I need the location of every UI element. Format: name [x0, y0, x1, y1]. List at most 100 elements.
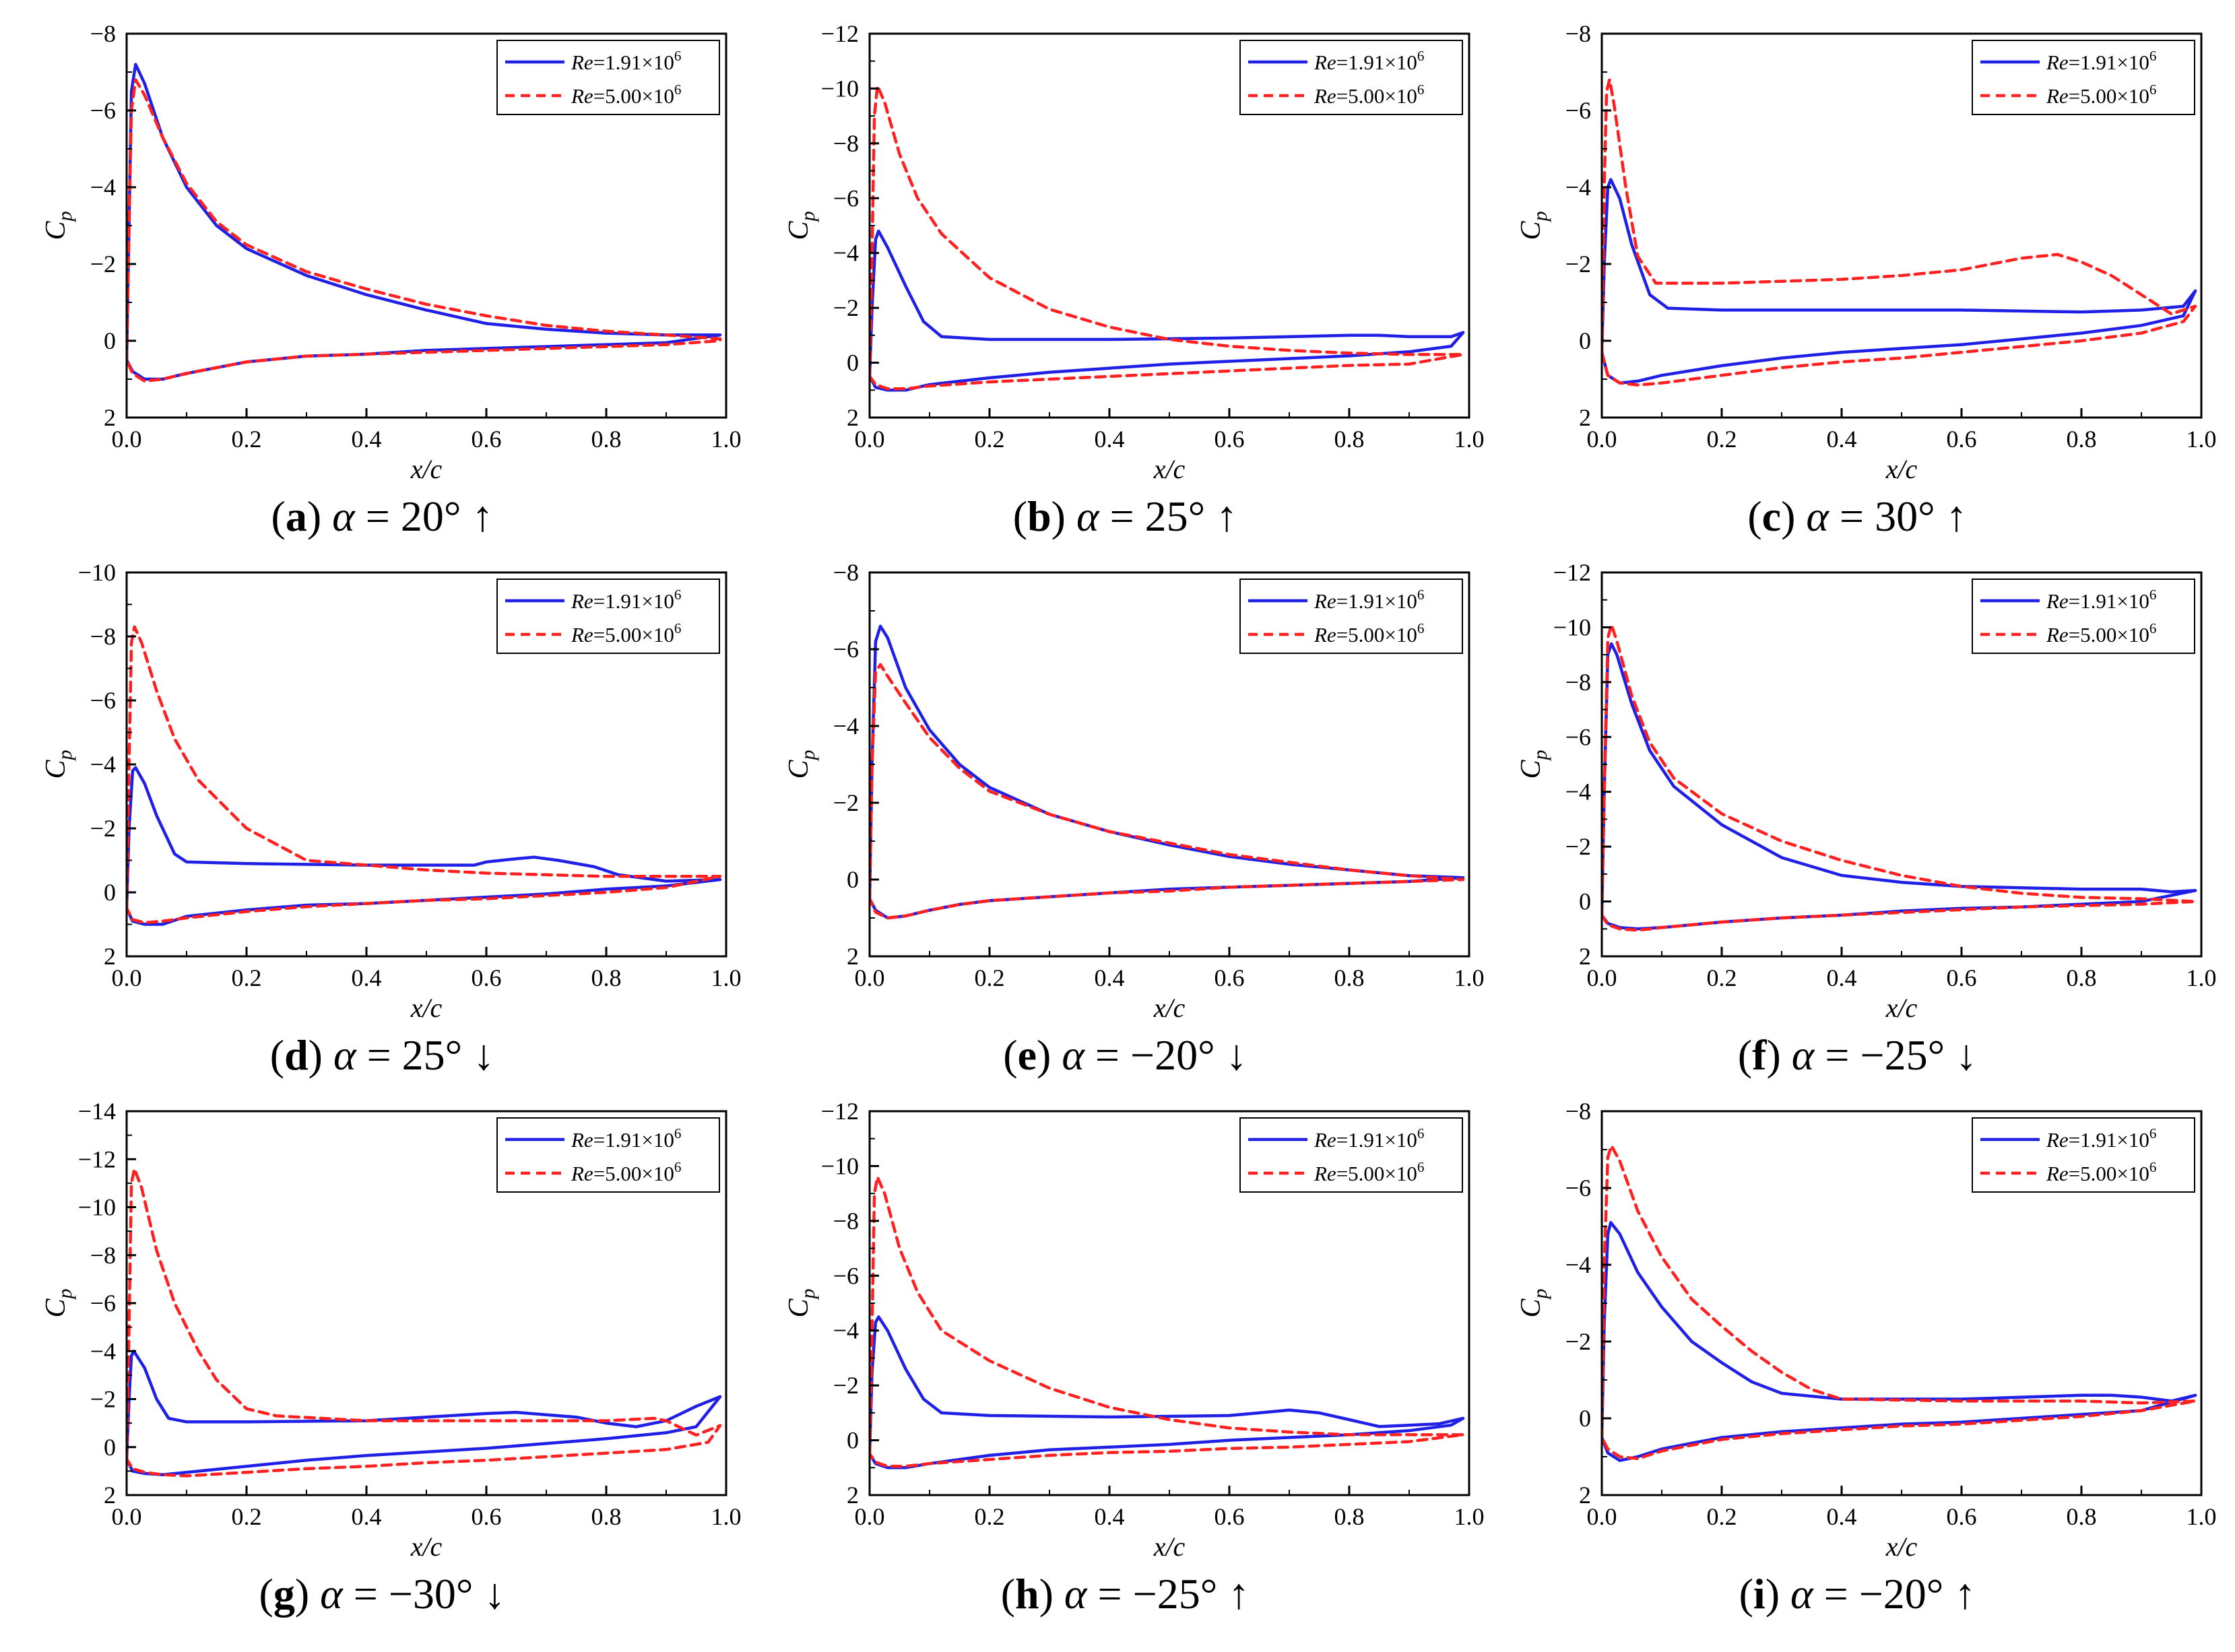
series-line-re191: [1602, 1221, 2197, 1462]
x-tick-label: 0.8: [1334, 426, 1365, 453]
x-tick-label: 1.0: [1454, 1503, 1485, 1530]
y-tick-label: −12: [78, 1146, 116, 1172]
x-tick-label: 0.6: [472, 426, 502, 453]
x-tick-label: 0.0: [855, 964, 885, 991]
y-tick-label: −6: [90, 97, 116, 124]
y-tick-label: −8: [1565, 1098, 1591, 1125]
chart-svg-c: −8 −6 −4 −2 0 20.0 0.2 0.4 0.6 0.8 1.0 x/c Cp Re=1.91…: [1516, 20, 2217, 484]
x-axis-label: x/c: [1153, 993, 1186, 1023]
y-tick-label: −4: [90, 751, 116, 778]
y-tick-label: 2: [1579, 943, 1591, 970]
legend-box: [1972, 40, 2195, 115]
x-tick-label: 1.0: [711, 426, 742, 453]
x-tick-label: 0.4: [352, 426, 382, 453]
y-tick-label: −6: [833, 1262, 859, 1289]
y-tick-label: −4: [833, 1317, 859, 1344]
legend-label: Re=5.00×106: [2046, 620, 2156, 647]
x-tick-label: 0.6: [472, 1503, 502, 1530]
legend-box: [496, 40, 720, 115]
y-tick-label: −4: [90, 1337, 116, 1364]
y-tick-label: −2: [1565, 833, 1591, 860]
legend-label: Re=5.00×106: [2046, 81, 2156, 108]
y-tick-label: −8: [1565, 20, 1591, 47]
caption-angle: = −25° ↑: [1087, 1570, 1250, 1618]
x-tick-label: 0.8: [1334, 964, 1365, 991]
y-tick-label: −4: [1565, 174, 1591, 201]
y-tick-label: −2: [1565, 251, 1591, 277]
y-axis-label: Cp: [40, 750, 76, 779]
legend-label: Re=5.00×106: [571, 81, 681, 108]
y-tick-label: 0: [847, 1427, 859, 1454]
y-tick-label: 2: [104, 943, 116, 970]
x-tick-label: 0.4: [1095, 964, 1125, 991]
x-tick-label: 0.2: [1707, 426, 1737, 453]
x-tick-label: 0.6: [1214, 426, 1245, 453]
y-tick-label: −8: [833, 130, 859, 157]
chart-svg-f: −12 −10 −8 −6 −4 −2 0 20.0 0.2 0.4 0.6 0.8 1.0 x/c Cp R…: [1516, 559, 2217, 1023]
y-tick-label: 2: [104, 404, 116, 431]
x-tick-label: 0.6: [1214, 1503, 1245, 1530]
legend: Re=1.91×106 Re=5.00×106: [1972, 40, 2195, 115]
y-tick-label: −8: [1565, 669, 1591, 696]
x-tick-label: 0.4: [352, 964, 382, 991]
x-tick-label: 0.4: [1827, 964, 1857, 991]
x-tick-label: 0.6: [1947, 964, 1977, 991]
caption-letter: h: [1015, 1570, 1039, 1618]
x-tick-label: 0.6: [472, 964, 502, 991]
y-tick-label: −2: [1565, 1328, 1591, 1355]
series-line-re500: [870, 663, 1465, 920]
legend-label: Re=5.00×106: [1314, 620, 1424, 647]
x-axis-label: x/c: [410, 454, 443, 484]
x-tick-label: 0.0: [1587, 1503, 1617, 1530]
chart-svg-g: −14 −12 −10 −8 −6 −4 −2 0 20.0 0.2 0.4 0.6 0.8 1.0 x/c…: [40, 1098, 742, 1562]
legend-box: [496, 1117, 720, 1193]
caption-angle: = 30° ↑: [1828, 492, 1968, 540]
x-tick-label: 0.0: [112, 426, 142, 453]
legend-label: Re=1.91×106: [571, 48, 681, 74]
x-axis-label: x/c: [1885, 993, 1918, 1023]
y-tick-label: −8: [90, 1242, 116, 1269]
y-tick-label: −6: [1565, 1175, 1591, 1201]
caption-letter: d: [284, 1031, 309, 1079]
x-tick-label: 0.8: [591, 964, 622, 991]
y-tick-label: −6: [1565, 97, 1591, 124]
y-tick-label: 2: [847, 1482, 859, 1509]
y-tick-label: 2: [847, 404, 859, 431]
x-tick-label: 0.0: [855, 1503, 885, 1530]
y-tick-label: 0: [1579, 327, 1591, 354]
chart-svg-i: −8 −6 −4 −2 0 20.0 0.2 0.4 0.6 0.8 1.0 x/c Cp Re=1.91…: [1516, 1098, 2217, 1562]
series-line-re500: [870, 84, 1465, 391]
chart-svg-e: −8 −6 −4 −2 0 20.0 0.2 0.4 0.6 0.8 1.0 x/c Cp Re=1.91…: [783, 559, 1485, 1023]
y-tick-label: −10: [821, 1152, 859, 1179]
x-tick-label: 0.0: [112, 964, 142, 991]
legend: Re=1.91×106 Re=5.00×106: [1239, 579, 1463, 654]
chart-svg-h: −12 −10 −8 −6 −4 −2 0 20.0 0.2 0.4 0.6 0.8 1.0 x/c Cp R…: [783, 1098, 1485, 1562]
x-tick-label: 0.2: [232, 1503, 262, 1530]
chart-svg-b: −12 −10 −8 −6 −4 −2 0 20.0 0.2 0.4 0.6 0.8 1.0 x/c Cp R…: [783, 20, 1485, 484]
caption-letter: i: [1753, 1570, 1766, 1618]
caption-letter: g: [273, 1570, 295, 1618]
caption-angle: = 20° ↑: [354, 492, 494, 540]
legend-box: [1239, 40, 1463, 115]
caption-letter: b: [1027, 492, 1051, 540]
x-tick-label: 0.2: [232, 426, 262, 453]
y-tick-label: 0: [104, 327, 116, 354]
y-axis-label: Cp: [1516, 1288, 1551, 1317]
caption-letter: e: [1017, 1031, 1037, 1079]
x-axis-label: x/c: [1885, 454, 1918, 484]
legend-box: [1972, 579, 2195, 654]
x-tick-label: 0.8: [2067, 426, 2097, 453]
chart-panel-e: −8 −6 −4 −2 0 2 0.0 0.2 0.4 0.6 0.8 1.0 x/c Cp Re=1.91…: [763, 559, 1487, 1098]
legend-label: Re=5.00×106: [1314, 1159, 1424, 1185]
x-tick-label: 1.0: [711, 1503, 742, 1530]
series-line-re500: [127, 625, 722, 925]
y-axis-label: Cp: [783, 750, 819, 779]
y-tick-label: −2: [833, 294, 859, 321]
y-tick-label: −10: [78, 559, 116, 586]
panel-caption: (f) α = −25° ↓: [1737, 1031, 1978, 1079]
legend: Re=1.91×106 Re=5.00×106: [1239, 1117, 1463, 1193]
legend: Re=1.91×106 Re=5.00×106: [496, 579, 720, 654]
x-tick-label: 0.8: [2067, 964, 2097, 991]
panel-caption: (d) α = 25° ↓: [269, 1031, 495, 1079]
